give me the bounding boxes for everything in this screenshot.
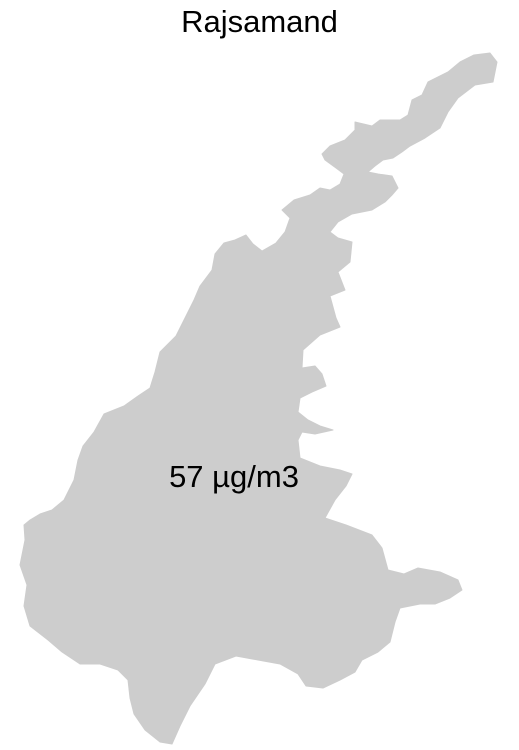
map-title: Rajsamand [181,4,338,39]
district-value-label: 57 µg/m3 [169,459,299,494]
district-region-rajsamand[interactable] [19,52,498,745]
